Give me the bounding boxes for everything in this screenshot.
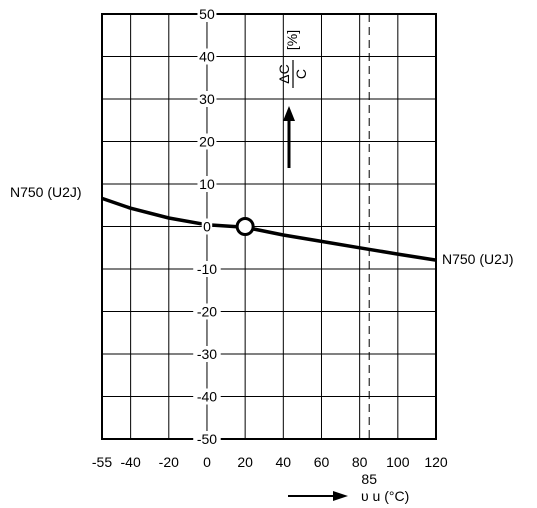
reference-point-marker (235, 217, 255, 236)
y-tick-label-4: 10 (199, 176, 215, 192)
y-tick-label-8: -30 (197, 346, 217, 362)
y-tick-label-bg-3 (197, 133, 217, 150)
series-label-right: N750 (U2J) (442, 251, 514, 267)
x-axis-arrow-icon (288, 491, 348, 501)
y-axis-label-numerator: ΔC (276, 64, 292, 83)
grid (102, 14, 436, 439)
x-tick-label-2: -20 (159, 454, 179, 470)
x-axis-label: υ u (°C) (361, 488, 409, 504)
series-label-left: N750 (U2J) (10, 184, 82, 200)
x-tick-label-1: -40 (121, 454, 141, 470)
y-axis-arrow-icon (283, 106, 295, 168)
x-tick-label-8: 100 (386, 454, 410, 470)
x-tick-label-7: 80 (352, 454, 368, 470)
y-tick-label-3: 20 (199, 134, 215, 150)
x-tick-label-6: 60 (314, 454, 330, 470)
x-tick-label-9: 120 (424, 454, 448, 470)
y-tick-label-6: -10 (197, 261, 217, 277)
y-tick-label-bg-10 (193, 431, 221, 447)
y-tick-label-5: 0 (203, 219, 211, 235)
y-tick-label-bg-8 (193, 346, 221, 362)
y-tick-label-bg-5 (201, 218, 213, 235)
x-tick-label-dashed: 85 (361, 471, 377, 487)
y-axis-label-denominator: C (293, 69, 309, 79)
y-tick-label-bg-9 (193, 388, 221, 405)
y-tick-label-2: 30 (199, 91, 215, 107)
plot-frame (101, 13, 437, 440)
x-tick-label-3: 0 (203, 454, 211, 470)
y-tick-label-9: -40 (197, 389, 217, 405)
series-line-0 (101, 196, 437, 262)
y-tick-label-7: -20 (197, 304, 217, 320)
y-axis-label: ΔC C [%] (276, 30, 309, 88)
y-tick-label-bg-0 (197, 6, 217, 22)
y-tick-label-bg-7 (193, 303, 221, 320)
y-tick-label-bg-1 (197, 48, 217, 65)
y-tick-label-bg-2 (197, 91, 217, 107)
y-tick-label-0: 50 (199, 6, 215, 22)
x-tick-labels: -55 -40 -20 0 20 40 60 80 100 120 85 (92, 454, 448, 487)
x-tick-label-4: 20 (237, 454, 253, 470)
x-tick-label-0: -55 (92, 454, 112, 470)
y-tick-label-bg-6 (193, 261, 221, 277)
y-axis-label-unit: [%] (284, 30, 300, 50)
y-tick-label-bg-4 (197, 176, 217, 192)
y-tick-label-10: -50 (197, 431, 217, 447)
y-tick-labels: 50 40 30 20 10 0 -10 -20 -30 -40 -50 (193, 6, 221, 447)
y-tick-label-1: 40 (199, 49, 215, 65)
series (101, 196, 437, 262)
x-tick-label-5: 40 (276, 454, 292, 470)
